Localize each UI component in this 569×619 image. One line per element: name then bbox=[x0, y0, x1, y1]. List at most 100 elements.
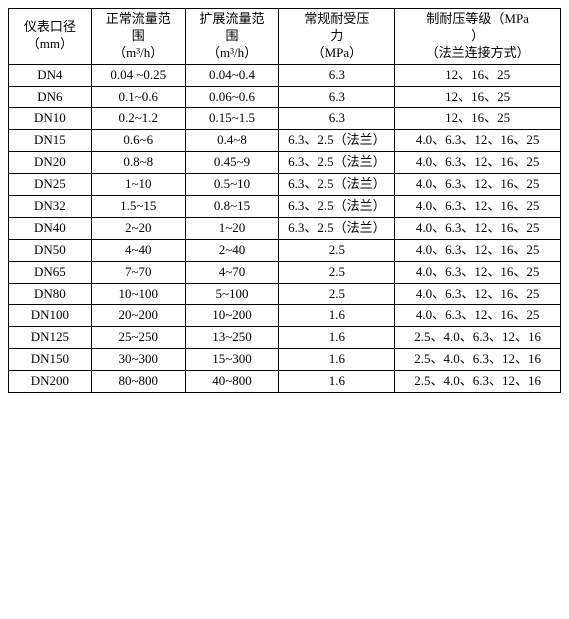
table-cell: 1~20 bbox=[185, 217, 279, 239]
table-cell: 4.0、6.3、12、16、25 bbox=[395, 130, 561, 152]
header-line: （m³/h） bbox=[113, 45, 163, 60]
table-header: 仪表口径 （mm） 正常流量范 围 （m³/h） 扩展流量范 围 （m³/h） … bbox=[9, 9, 561, 65]
table-cell: 12、16、25 bbox=[395, 64, 561, 86]
table-cell: 0.5~10 bbox=[185, 174, 279, 196]
header-line: 正常流量范 bbox=[106, 11, 171, 26]
table-cell: DN200 bbox=[9, 371, 92, 393]
table-cell: 0.04~0.4 bbox=[185, 64, 279, 86]
table-cell: 4.0、6.3、12、16、25 bbox=[395, 174, 561, 196]
table-cell: DN4 bbox=[9, 64, 92, 86]
table-cell: 4.0、6.3、12、16、25 bbox=[395, 261, 561, 283]
table-cell: 12、16、25 bbox=[395, 108, 561, 130]
table-row: DN10020~20010~2001.64.0、6.3、12、16、25 bbox=[9, 305, 561, 327]
col-header-diameter: 仪表口径 （mm） bbox=[9, 9, 92, 65]
table-cell: 2.5、4.0、6.3、12、16 bbox=[395, 349, 561, 371]
table-cell: DN125 bbox=[9, 327, 92, 349]
table-cell: 1.6 bbox=[279, 327, 395, 349]
table-cell: 6.3、2.5（法兰） bbox=[279, 196, 395, 218]
header-line: 围 bbox=[226, 28, 239, 43]
table-cell: 2.5 bbox=[279, 239, 395, 261]
table-row: DN8010~1005~1002.54.0、6.3、12、16、25 bbox=[9, 283, 561, 305]
table-cell: DN80 bbox=[9, 283, 92, 305]
table-cell: 6.3、2.5（法兰） bbox=[279, 130, 395, 152]
table-cell: DN65 bbox=[9, 261, 92, 283]
table-cell: DN25 bbox=[9, 174, 92, 196]
table-row: DN504~402~402.54.0、6.3、12、16、25 bbox=[9, 239, 561, 261]
table-cell: 2.5 bbox=[279, 261, 395, 283]
table-row: DN321.5~150.8~156.3、2.5（法兰）4.0、6.3、12、16… bbox=[9, 196, 561, 218]
table-row: DN40.04 ~0.250.04~0.46.312、16、25 bbox=[9, 64, 561, 86]
header-line: 扩展流量范 bbox=[200, 11, 265, 26]
table-row: DN251~100.5~106.3、2.5（法兰）4.0、6.3、12、16、2… bbox=[9, 174, 561, 196]
table-cell: 7~70 bbox=[91, 261, 185, 283]
table-cell: DN10 bbox=[9, 108, 92, 130]
table-cell: 4.0、6.3、12、16、25 bbox=[395, 196, 561, 218]
header-line: （MPa） bbox=[312, 45, 363, 60]
table-cell: 5~100 bbox=[185, 283, 279, 305]
col-header-pressure-class: 制耐压等级（MPa ） （法兰连接方式） bbox=[395, 9, 561, 65]
col-header-extended-flow: 扩展流量范 围 （m³/h） bbox=[185, 9, 279, 65]
table-row: DN60.1~0.60.06~0.66.312、16、25 bbox=[9, 86, 561, 108]
table-cell: DN40 bbox=[9, 217, 92, 239]
table-cell: DN15 bbox=[9, 130, 92, 152]
table-cell: 12、16、25 bbox=[395, 86, 561, 108]
header-line: 力 bbox=[330, 28, 343, 43]
table-cell: 1.6 bbox=[279, 349, 395, 371]
table-cell: DN32 bbox=[9, 196, 92, 218]
table-cell: 0.4~8 bbox=[185, 130, 279, 152]
table-cell: 0.45~9 bbox=[185, 152, 279, 174]
table-cell: 6.3、2.5（法兰） bbox=[279, 152, 395, 174]
col-header-pressure: 常规耐受压 力 （MPa） bbox=[279, 9, 395, 65]
table-cell: 6.3 bbox=[279, 108, 395, 130]
table-cell: 6.3、2.5（法兰） bbox=[279, 217, 395, 239]
table-cell: 4.0、6.3、12、16、25 bbox=[395, 217, 561, 239]
table-cell: 0.15~1.5 bbox=[185, 108, 279, 130]
table-cell: 4~70 bbox=[185, 261, 279, 283]
table-cell: 1.6 bbox=[279, 305, 395, 327]
table-cell: 1~10 bbox=[91, 174, 185, 196]
table-cell: DN150 bbox=[9, 349, 92, 371]
table-row: DN12525~25013~2501.62.5、4.0、6.3、12、16 bbox=[9, 327, 561, 349]
header-line: ） bbox=[471, 28, 484, 43]
table-cell: 6.3、2.5（法兰） bbox=[279, 174, 395, 196]
table-row: DN15030~30015~3001.62.5、4.0、6.3、12、16 bbox=[9, 349, 561, 371]
table-cell: 4.0、6.3、12、16、25 bbox=[395, 239, 561, 261]
header-line: 常规耐受压 bbox=[304, 11, 369, 26]
table-cell: 40~800 bbox=[185, 371, 279, 393]
table-cell: 1.6 bbox=[279, 371, 395, 393]
table-cell: 0.06~0.6 bbox=[185, 86, 279, 108]
header-line: 仪表口径 bbox=[24, 19, 76, 34]
table-row: DN100.2~1.20.15~1.56.312、16、25 bbox=[9, 108, 561, 130]
table-cell: 30~300 bbox=[91, 349, 185, 371]
table-cell: 0.04 ~0.25 bbox=[91, 64, 185, 86]
table-cell: 0.6~6 bbox=[91, 130, 185, 152]
table-cell: 0.2~1.2 bbox=[91, 108, 185, 130]
table-cell: 15~300 bbox=[185, 349, 279, 371]
table-cell: 2.5、4.0、6.3、12、16 bbox=[395, 327, 561, 349]
header-line: （m³/h） bbox=[207, 45, 257, 60]
table-cell: 2~40 bbox=[185, 239, 279, 261]
table-cell: 6.3 bbox=[279, 86, 395, 108]
table-cell: 0.1~0.6 bbox=[91, 86, 185, 108]
table-cell: 2~20 bbox=[91, 217, 185, 239]
col-header-normal-flow: 正常流量范 围 （m³/h） bbox=[91, 9, 185, 65]
table-cell: 4.0、6.3、12、16、25 bbox=[395, 305, 561, 327]
table-cell: 2.5、4.0、6.3、12、16 bbox=[395, 371, 561, 393]
table-body: DN40.04 ~0.250.04~0.46.312、16、25DN60.1~0… bbox=[9, 64, 561, 392]
table-cell: 0.8~15 bbox=[185, 196, 279, 218]
table-row: DN150.6~60.4~86.3、2.5（法兰）4.0、6.3、12、16、2… bbox=[9, 130, 561, 152]
table-row: DN20080~80040~8001.62.5、4.0、6.3、12、16 bbox=[9, 371, 561, 393]
table-row: DN402~201~206.3、2.5（法兰）4.0、6.3、12、16、25 bbox=[9, 217, 561, 239]
table-cell: 6.3 bbox=[279, 64, 395, 86]
table-cell: 25~250 bbox=[91, 327, 185, 349]
table-cell: 4~40 bbox=[91, 239, 185, 261]
header-line: 围 bbox=[132, 28, 145, 43]
table-row: DN657~704~702.54.0、6.3、12、16、25 bbox=[9, 261, 561, 283]
table-cell: DN50 bbox=[9, 239, 92, 261]
header-row: 仪表口径 （mm） 正常流量范 围 （m³/h） 扩展流量范 围 （m³/h） … bbox=[9, 9, 561, 65]
table-cell: 4.0、6.3、12、16、25 bbox=[395, 152, 561, 174]
table-cell: 4.0、6.3、12、16、25 bbox=[395, 283, 561, 305]
table-row: DN200.8~80.45~96.3、2.5（法兰）4.0、6.3、12、16、… bbox=[9, 152, 561, 174]
spec-table: 仪表口径 （mm） 正常流量范 围 （m³/h） 扩展流量范 围 （m³/h） … bbox=[8, 8, 561, 393]
table-cell: DN20 bbox=[9, 152, 92, 174]
